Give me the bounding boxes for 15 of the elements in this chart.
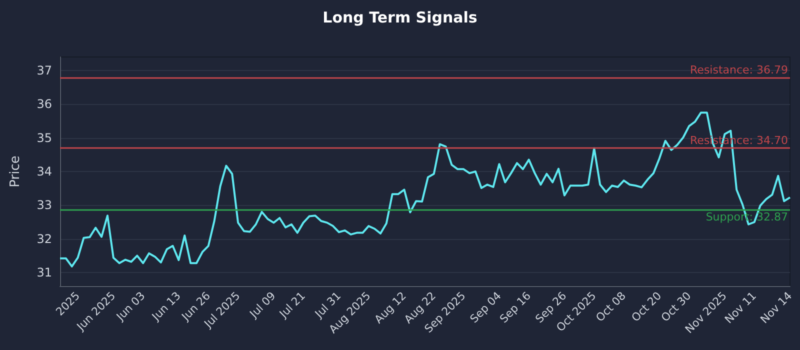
x-tick-label: Jul 21 [276,289,308,322]
y-tick-label: 36 [36,97,52,112]
x-tick-label: Jun 03 [113,289,148,324]
chart-title: Long Term Signals [322,8,478,26]
y-tick-label: 34 [36,164,52,178]
y-tick-label: 35 [36,130,52,145]
x-tick-label: Jul 09 [246,289,278,322]
x-tick-label: Nov 14 [758,289,795,326]
y-tick-label: 37 [36,63,52,78]
y-axis-title: Price [8,156,23,188]
ref-line-label: Resistance: 36.79 [690,64,788,77]
y-tick-label: 31 [36,266,52,280]
line-series [59,112,791,268]
y-tick-label: 33 [36,198,52,212]
y-tick-label: 32 [36,232,52,246]
